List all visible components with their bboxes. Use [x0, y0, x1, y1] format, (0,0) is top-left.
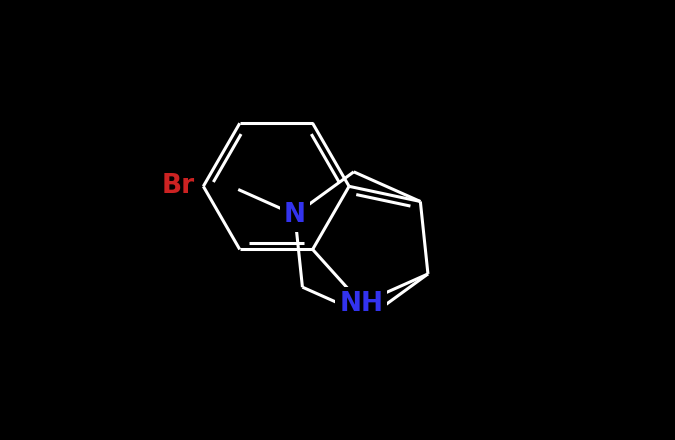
Text: N: N [284, 202, 306, 227]
Text: Br: Br [161, 173, 194, 199]
Text: NH: NH [340, 290, 383, 317]
